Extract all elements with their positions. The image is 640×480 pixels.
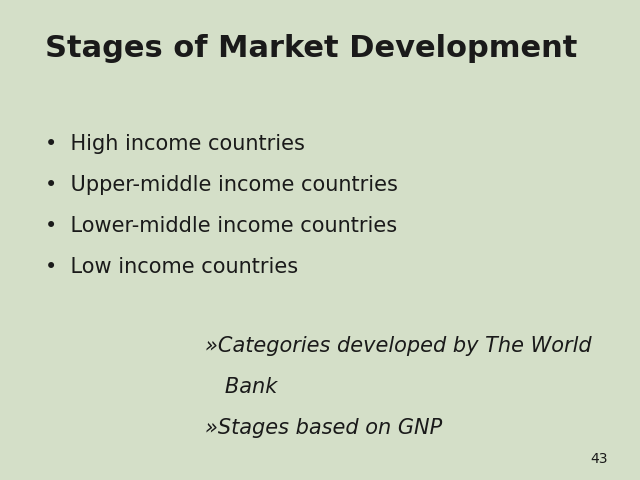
Text: •  High income countries: • High income countries [45, 134, 305, 155]
Text: •  Low income countries: • Low income countries [45, 257, 298, 277]
Text: 43: 43 [591, 452, 608, 466]
Text: •  Upper-middle income countries: • Upper-middle income countries [45, 175, 397, 195]
Text: Bank: Bank [205, 377, 277, 397]
Text: »Categories developed by The World: »Categories developed by The World [205, 336, 591, 356]
Text: »Stages based on GNP: »Stages based on GNP [205, 418, 442, 438]
Text: •  Lower-middle income countries: • Lower-middle income countries [45, 216, 397, 236]
Text: Stages of Market Development: Stages of Market Development [45, 34, 577, 62]
